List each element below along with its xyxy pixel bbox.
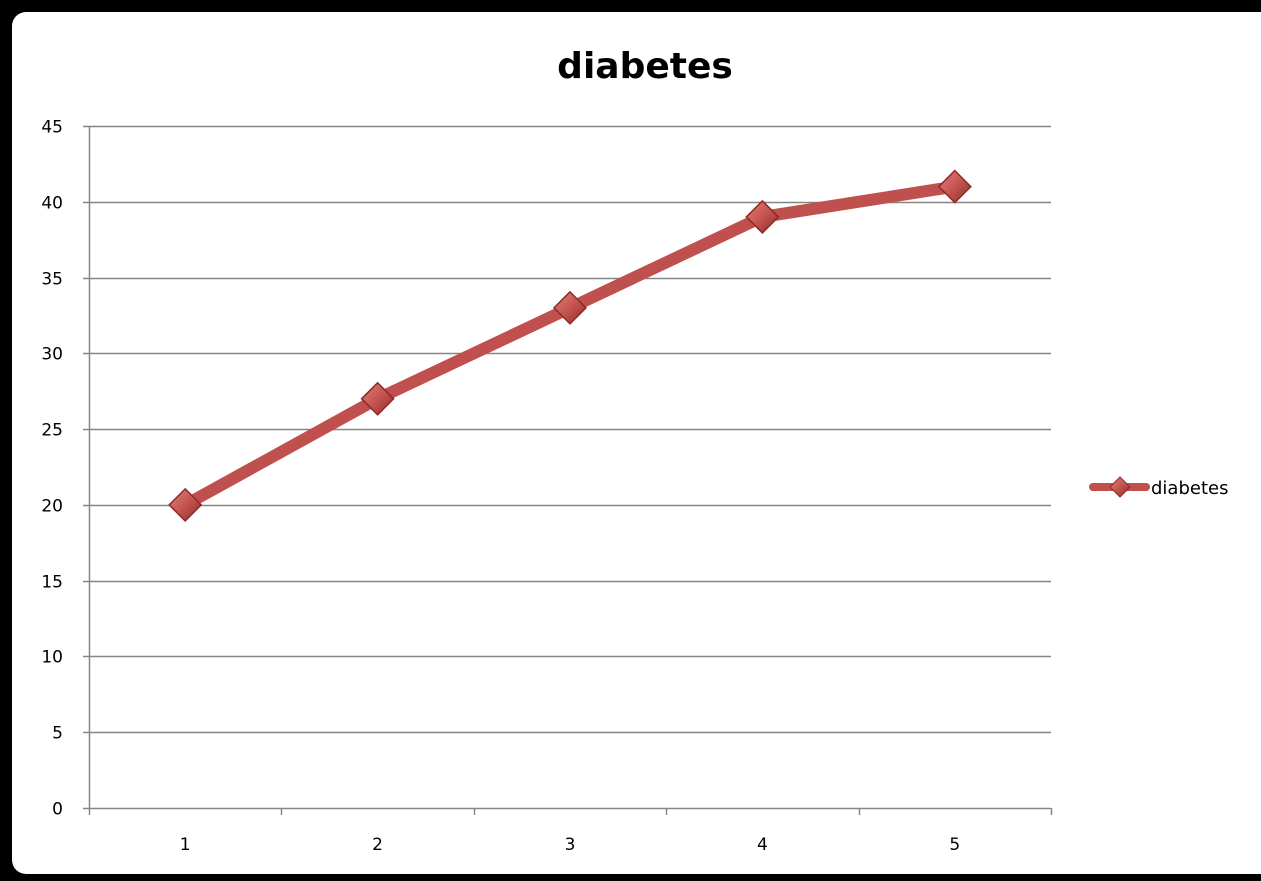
y-tick-label: 25 [41,421,63,441]
y-tick-label: 40 [41,194,63,214]
data-point-marker [168,487,203,522]
y-tick-label: 45 [41,118,63,138]
y-tick-label: 35 [41,270,63,290]
chart-frame [12,12,1261,874]
series [168,169,972,522]
legend-label: diabetes [1151,478,1228,499]
y-tick-label: 30 [41,345,63,365]
y-tick-label: 0 [52,800,63,820]
data-point-marker [552,290,588,325]
y-tick-label: 10 [41,648,63,668]
x-tick-label: 2 [372,835,383,855]
y-tick-label: 15 [41,573,63,593]
x-tick-label: 4 [757,835,768,855]
chart-title: diabetes [557,46,733,87]
x-tick-label: 1 [180,835,191,855]
x-tick-labels: 1 2 3 4 5 [180,835,960,855]
data-point-marker [360,381,395,416]
data-point-marker [745,199,780,234]
legend: diabetes [1089,476,1228,499]
gridlines [89,125,1051,734]
y-tick-label: 5 [52,724,63,744]
y-tick-labels: 0 5 10 15 20 25 30 35 40 45 [41,118,63,820]
x-tick-label: 3 [565,835,576,855]
axes [83,125,1053,815]
series-line [179,180,961,511]
x-tick-label: 5 [949,835,960,855]
y-tick-label: 20 [41,497,63,517]
legend-marker-swatch [1109,476,1131,498]
data-point-marker [937,169,972,204]
